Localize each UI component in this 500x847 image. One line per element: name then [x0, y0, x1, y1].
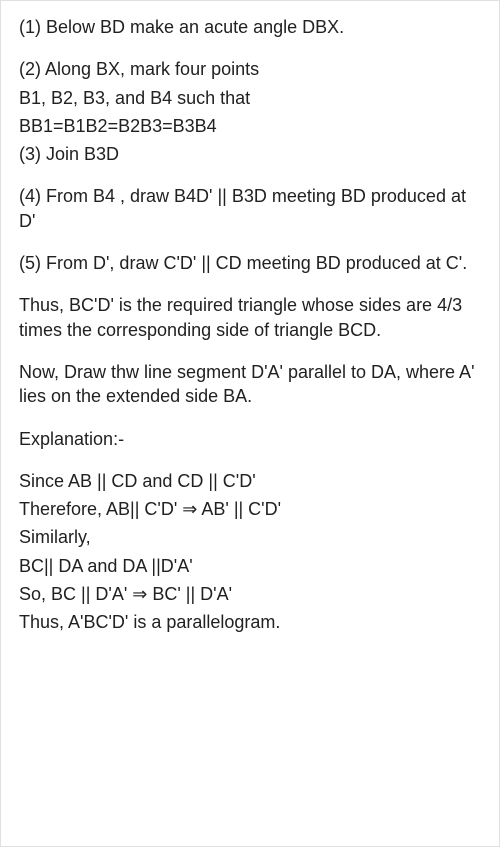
- step-2-line-2: B1, B2, B3, and B4 such that: [19, 86, 481, 110]
- step-2-line-1: (2) Along BX, mark four points: [19, 57, 481, 81]
- explanation-line-2: Therefore, AB|| C'D' ⇒ AB' || C'D': [19, 497, 481, 521]
- step-2: (2) Along BX, mark four points B1, B2, B…: [19, 57, 481, 138]
- explanation-line-3: Similarly,: [19, 525, 481, 549]
- explanation-heading: Explanation:-: [19, 427, 481, 451]
- explanation-line-4: BC|| DA and DA ||D'A': [19, 554, 481, 578]
- step-3: (3) Join B3D: [19, 142, 481, 166]
- explanation-line-5: So, BC || D'A' ⇒ BC' || D'A': [19, 582, 481, 606]
- step-4: (4) From B4 , draw B4D' || B3D meeting B…: [19, 184, 481, 233]
- step-2-line-3: BB1=B1B2=B2B3=B3B4: [19, 114, 481, 138]
- now-paragraph: Now, Draw thw line segment D'A' parallel…: [19, 360, 481, 409]
- step-1: (1) Below BD make an acute angle DBX.: [19, 15, 481, 39]
- thus-paragraph: Thus, BC'D' is the required triangle who…: [19, 293, 481, 342]
- explanation-line-6: Thus, A'BC'D' is a parallelogram.: [19, 610, 481, 634]
- explanation-line-1: Since AB || CD and CD || C'D': [19, 469, 481, 493]
- step-5: (5) From D', draw C'D' || CD meeting BD …: [19, 251, 481, 275]
